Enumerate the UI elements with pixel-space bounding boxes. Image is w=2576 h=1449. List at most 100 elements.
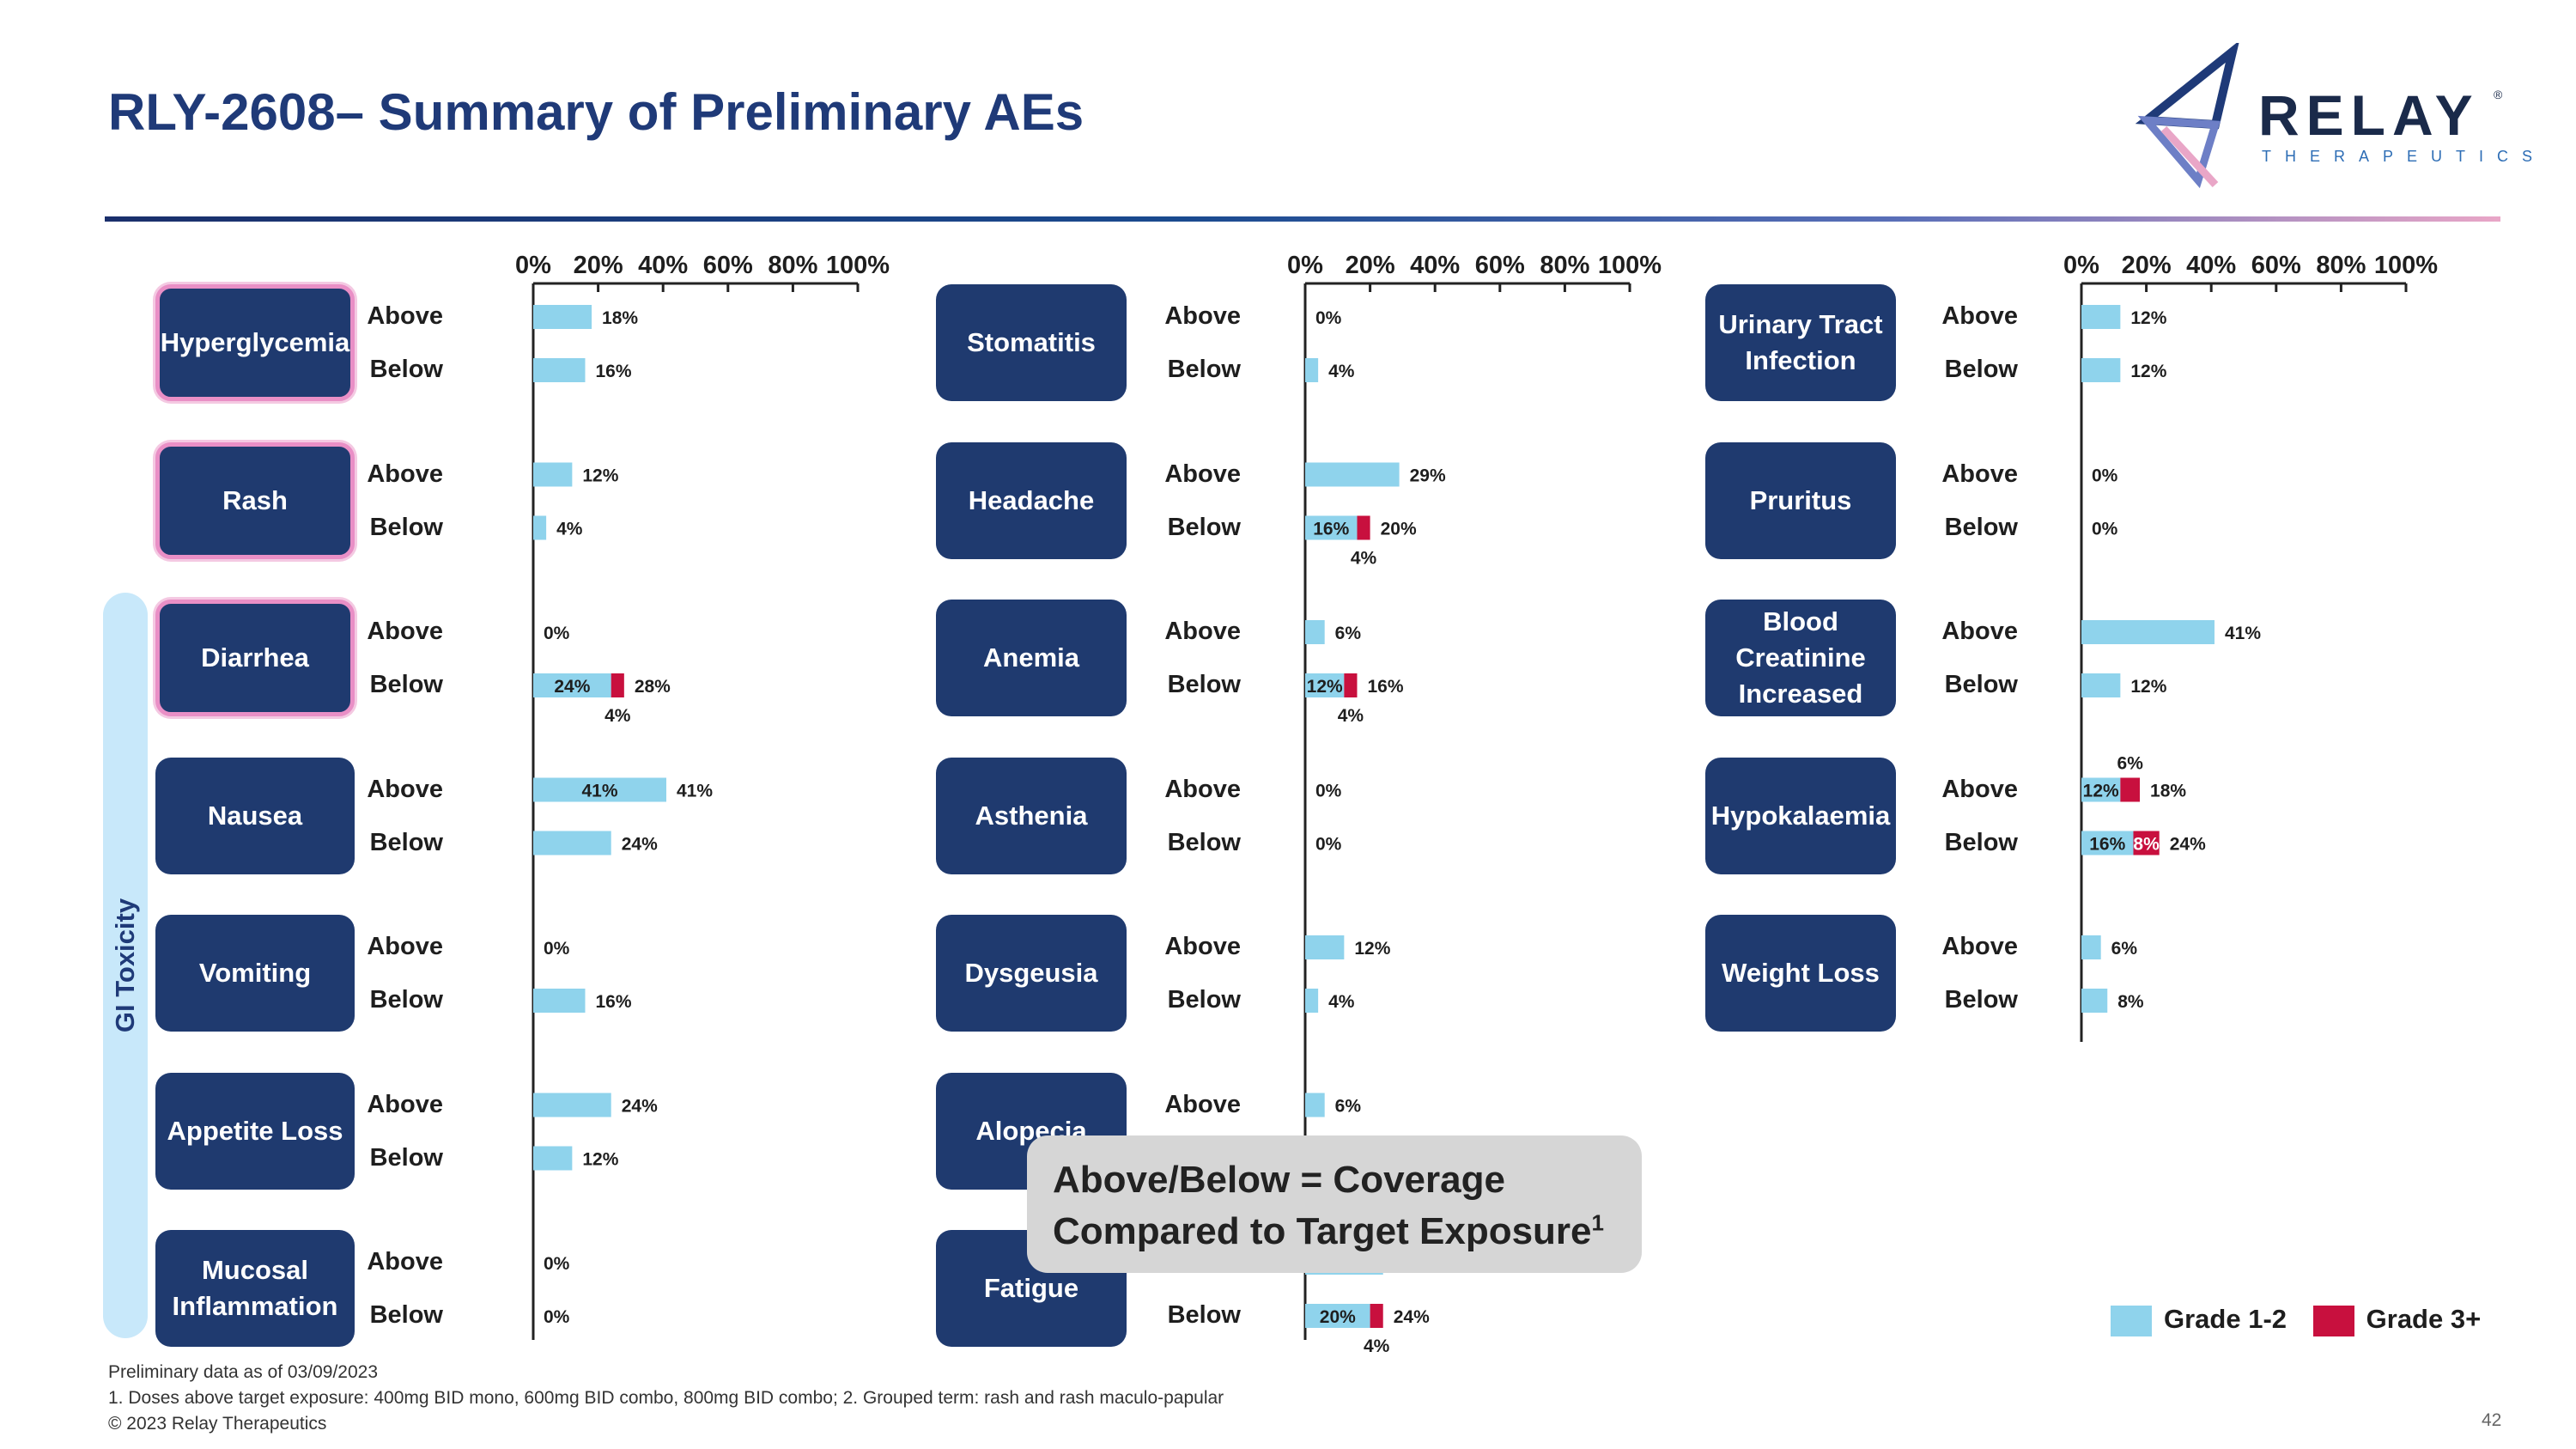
bar-grade12-label: 41%: [581, 782, 617, 801]
bar-total-label: 0%: [2092, 520, 2118, 539]
x-tick-label: 0%: [1287, 252, 1323, 279]
ae-category-box: Vomiting: [155, 915, 355, 1032]
bar-grade12: [533, 777, 666, 802]
logo-registered-mark: ®: [2494, 88, 2503, 101]
bar-grade12: [1305, 1304, 1370, 1328]
ae-category-box: Hypokalaemia: [1705, 757, 1896, 874]
bar-grade12: [533, 673, 611, 697]
x-tick-label: 20%: [1346, 252, 1395, 279]
exposure-row-label: Below: [369, 356, 443, 383]
bar-grade3-label: 4%: [605, 706, 631, 726]
ae-category-box: Rash: [155, 441, 355, 559]
bar-total-label: 12%: [582, 466, 618, 486]
ae-category-box: Urinary Tract Infection: [1705, 284, 1896, 401]
bar-grade3: [2120, 777, 2141, 802]
bar-grade12: [533, 989, 586, 1013]
bar-total-label: 12%: [1354, 939, 1390, 959]
bar-total-label: 29%: [1410, 466, 1446, 486]
bar-grade12-label: 12%: [2083, 782, 2119, 801]
exposure-row-label: Below: [1944, 356, 2018, 383]
coverage-note-line-2: Compared to Target Exposure1: [1053, 1206, 1616, 1257]
ae-category-box: Appetite Loss: [155, 1072, 355, 1190]
ae-category-label: Hypokalaemia: [1710, 800, 1891, 831]
bar-grade12: [2081, 831, 2134, 855]
ae-category-box: Weight Loss: [1705, 915, 1896, 1032]
bar-total-label: 0%: [1315, 835, 1342, 855]
x-tick-label: 100%: [1598, 252, 1662, 279]
ae-category-label: Blood Creatinine Increased: [1735, 606, 1866, 709]
ae-category-label: Stomatitis: [967, 327, 1096, 358]
x-tick-label: 60%: [1475, 252, 1525, 279]
bar-grade12: [533, 831, 611, 855]
ae-category-box: Mucosal Inflammation: [155, 1230, 355, 1347]
exposure-row-label: Above: [367, 460, 443, 488]
bar-grade12: [533, 1146, 573, 1171]
bar-total-label: 0%: [544, 1254, 570, 1274]
ae-category-box: Anemia: [936, 600, 1127, 716]
exposure-row-label: Below: [369, 1301, 443, 1329]
bar-total-label: 0%: [1315, 782, 1342, 801]
legend-swatch-grade12: [2111, 1305, 2152, 1336]
coverage-note-text: Compared to Target Exposure: [1053, 1210, 1592, 1253]
bar-grade12: [2081, 620, 2215, 644]
logo-wordmark: RELAY: [2258, 83, 2480, 147]
bar-total-label: 16%: [595, 362, 631, 381]
exposure-row-label: Above: [367, 933, 443, 960]
exposure-row-label: Above: [367, 1090, 443, 1118]
page-title: RLY-2608– Summary of Preliminary AEs: [108, 83, 1084, 141]
exposure-row-label: Below: [1167, 513, 1241, 541]
bar-total-label: 0%: [2092, 466, 2118, 486]
relay-logo-icon: [2135, 40, 2240, 189]
bar-total-label: 24%: [622, 835, 658, 855]
coverage-note-footnote: 1: [1591, 1209, 1604, 1236]
ae-category-label: Pruritus: [1749, 484, 1852, 515]
ae-category-label: Headache: [968, 484, 1095, 515]
exposure-row-label: Below: [1944, 513, 2018, 541]
exposure-row-label: Below: [369, 671, 443, 698]
bar-total-label: 4%: [1328, 992, 1355, 1012]
ae-category-box: Hyperglycemia: [155, 284, 355, 401]
legend-item-grade12: Grade 1-2: [2111, 1304, 2287, 1336]
bar-grade3: [2133, 831, 2160, 855]
bar-total-label: 24%: [2170, 835, 2206, 855]
ae-category-label: Urinary Tract Infection: [1718, 309, 1883, 375]
bar-total-label: 6%: [1335, 624, 1362, 643]
bar-grade12-label: 24%: [554, 677, 590, 697]
bar-total-label: 0%: [544, 624, 570, 643]
exposure-row-label: Above: [367, 1248, 443, 1275]
exposure-row-label: Below: [369, 828, 443, 856]
legend-swatch-grade3: [2312, 1305, 2354, 1336]
ae-category-label: Mucosal Inflammation: [172, 1255, 338, 1321]
bar-total-label: 16%: [595, 992, 631, 1012]
coverage-note-line-1: Above/Below = Coverage: [1053, 1159, 1505, 1201]
x-tick-label: 60%: [703, 252, 753, 279]
bar-total-label: 6%: [2111, 939, 2138, 959]
bar-total-label: 28%: [635, 677, 671, 697]
ae-category-box: Nausea: [155, 757, 355, 874]
page-number: 42: [2482, 1410, 2502, 1430]
bar-total-label: 41%: [677, 782, 713, 801]
bar-grade12: [2081, 673, 2121, 697]
exposure-row-label: Above: [1164, 302, 1241, 330]
bar-grade3: [1357, 515, 1370, 540]
x-tick-label: 100%: [826, 252, 890, 279]
x-tick-label: 80%: [2316, 252, 2366, 279]
exposure-row-label: Below: [369, 1143, 443, 1172]
ae-category-label: Appetite Loss: [167, 1115, 343, 1146]
legend-item-grade3: Grade 3+: [2312, 1304, 2481, 1336]
bar-grade3-label: 4%: [1364, 1336, 1390, 1356]
ae-category-box: Pruritus: [1705, 441, 1896, 559]
bar-grade12: [1305, 620, 1325, 644]
exposure-row-label: Below: [1167, 1301, 1241, 1329]
bar-grade12: [1305, 1093, 1325, 1117]
x-tick-label: 20%: [2122, 252, 2172, 279]
x-tick-label: 40%: [638, 252, 688, 279]
exposure-row-label: Below: [1944, 828, 2018, 856]
exposure-row-label: Above: [367, 302, 443, 330]
bar-total-label: 18%: [2150, 782, 2186, 801]
bar-grade12: [1305, 989, 1319, 1013]
ae-category-label: Hyperglycemia: [160, 327, 350, 358]
ae-category-label: Vomiting: [198, 958, 312, 989]
ae-category-box: Asthenia: [936, 757, 1127, 874]
coverage-note: Above/Below = Coverage Compared to Targe…: [1027, 1135, 1642, 1273]
